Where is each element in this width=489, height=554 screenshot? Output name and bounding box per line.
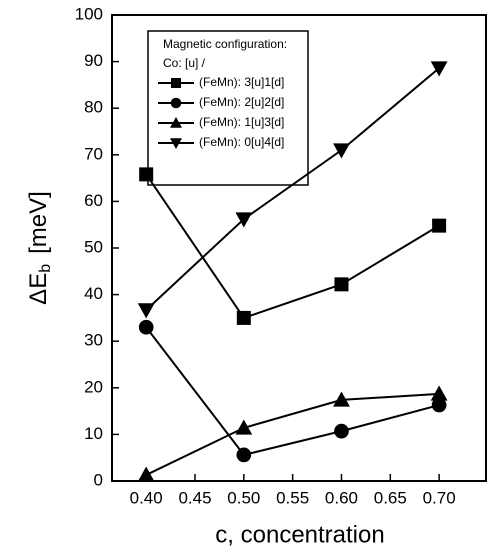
legend-label: (FeMn): 1[u]3[d] <box>199 115 284 129</box>
x-tick-label: 0.50 <box>227 488 260 507</box>
marker <box>432 218 447 233</box>
y-tick-label: 80 <box>84 98 103 117</box>
marker <box>235 212 253 228</box>
y-tick-label: 0 <box>94 470 103 489</box>
y-label-sub: b <box>37 264 54 273</box>
marker <box>170 117 182 128</box>
marker <box>171 78 181 88</box>
y-tick-label: 10 <box>84 424 103 443</box>
y-tick-label: 60 <box>84 191 103 210</box>
x-tick-label: 0.65 <box>374 488 407 507</box>
legend-label: (FeMn): 3[u]1[d] <box>199 75 284 89</box>
legend-label: (FeMn): 2[u]2[d] <box>199 95 284 109</box>
y-axis-label: ΔEb [meV] <box>25 191 54 305</box>
marker <box>170 138 182 149</box>
marker <box>139 167 154 182</box>
marker <box>430 385 448 401</box>
y-tick-label: 100 <box>75 4 103 23</box>
marker <box>236 310 251 325</box>
legend-title: Co: [u] / <box>163 56 206 70</box>
x-tick-label: 0.70 <box>423 488 456 507</box>
x-tick-label: 0.60 <box>325 488 358 507</box>
y-tick-label: 50 <box>84 237 103 256</box>
y-tick-label: 40 <box>84 284 103 303</box>
series-line <box>145 326 440 457</box>
marker <box>137 303 155 319</box>
marker <box>236 447 252 463</box>
y-label-main: ΔE <box>25 273 52 305</box>
x-tick-label: 0.40 <box>130 488 163 507</box>
marker <box>334 423 349 439</box>
marker <box>138 319 154 335</box>
x-axis-label: c, concentration <box>215 521 384 548</box>
y-tick-label: 70 <box>84 144 103 163</box>
x-tick-label: 0.45 <box>178 488 211 507</box>
y-tick-label: 90 <box>84 51 103 70</box>
marker <box>430 61 448 77</box>
marker <box>333 391 350 407</box>
series-line <box>145 173 440 320</box>
marker <box>333 143 350 159</box>
legend-label: (FeMn): 0[u]4[d] <box>199 135 284 149</box>
legend-title: Magnetic configuration: <box>163 37 287 51</box>
series-line <box>145 392 440 476</box>
y-label-unit: [meV] <box>25 191 52 254</box>
y-tick-label: 30 <box>84 331 103 350</box>
marker <box>170 97 182 109</box>
series-line <box>145 67 440 311</box>
marker <box>137 466 155 482</box>
x-tick-label: 0.55 <box>276 488 309 507</box>
marker <box>431 397 447 413</box>
marker <box>235 419 253 435</box>
y-tick-label: 20 <box>84 377 103 396</box>
marker <box>334 277 349 292</box>
